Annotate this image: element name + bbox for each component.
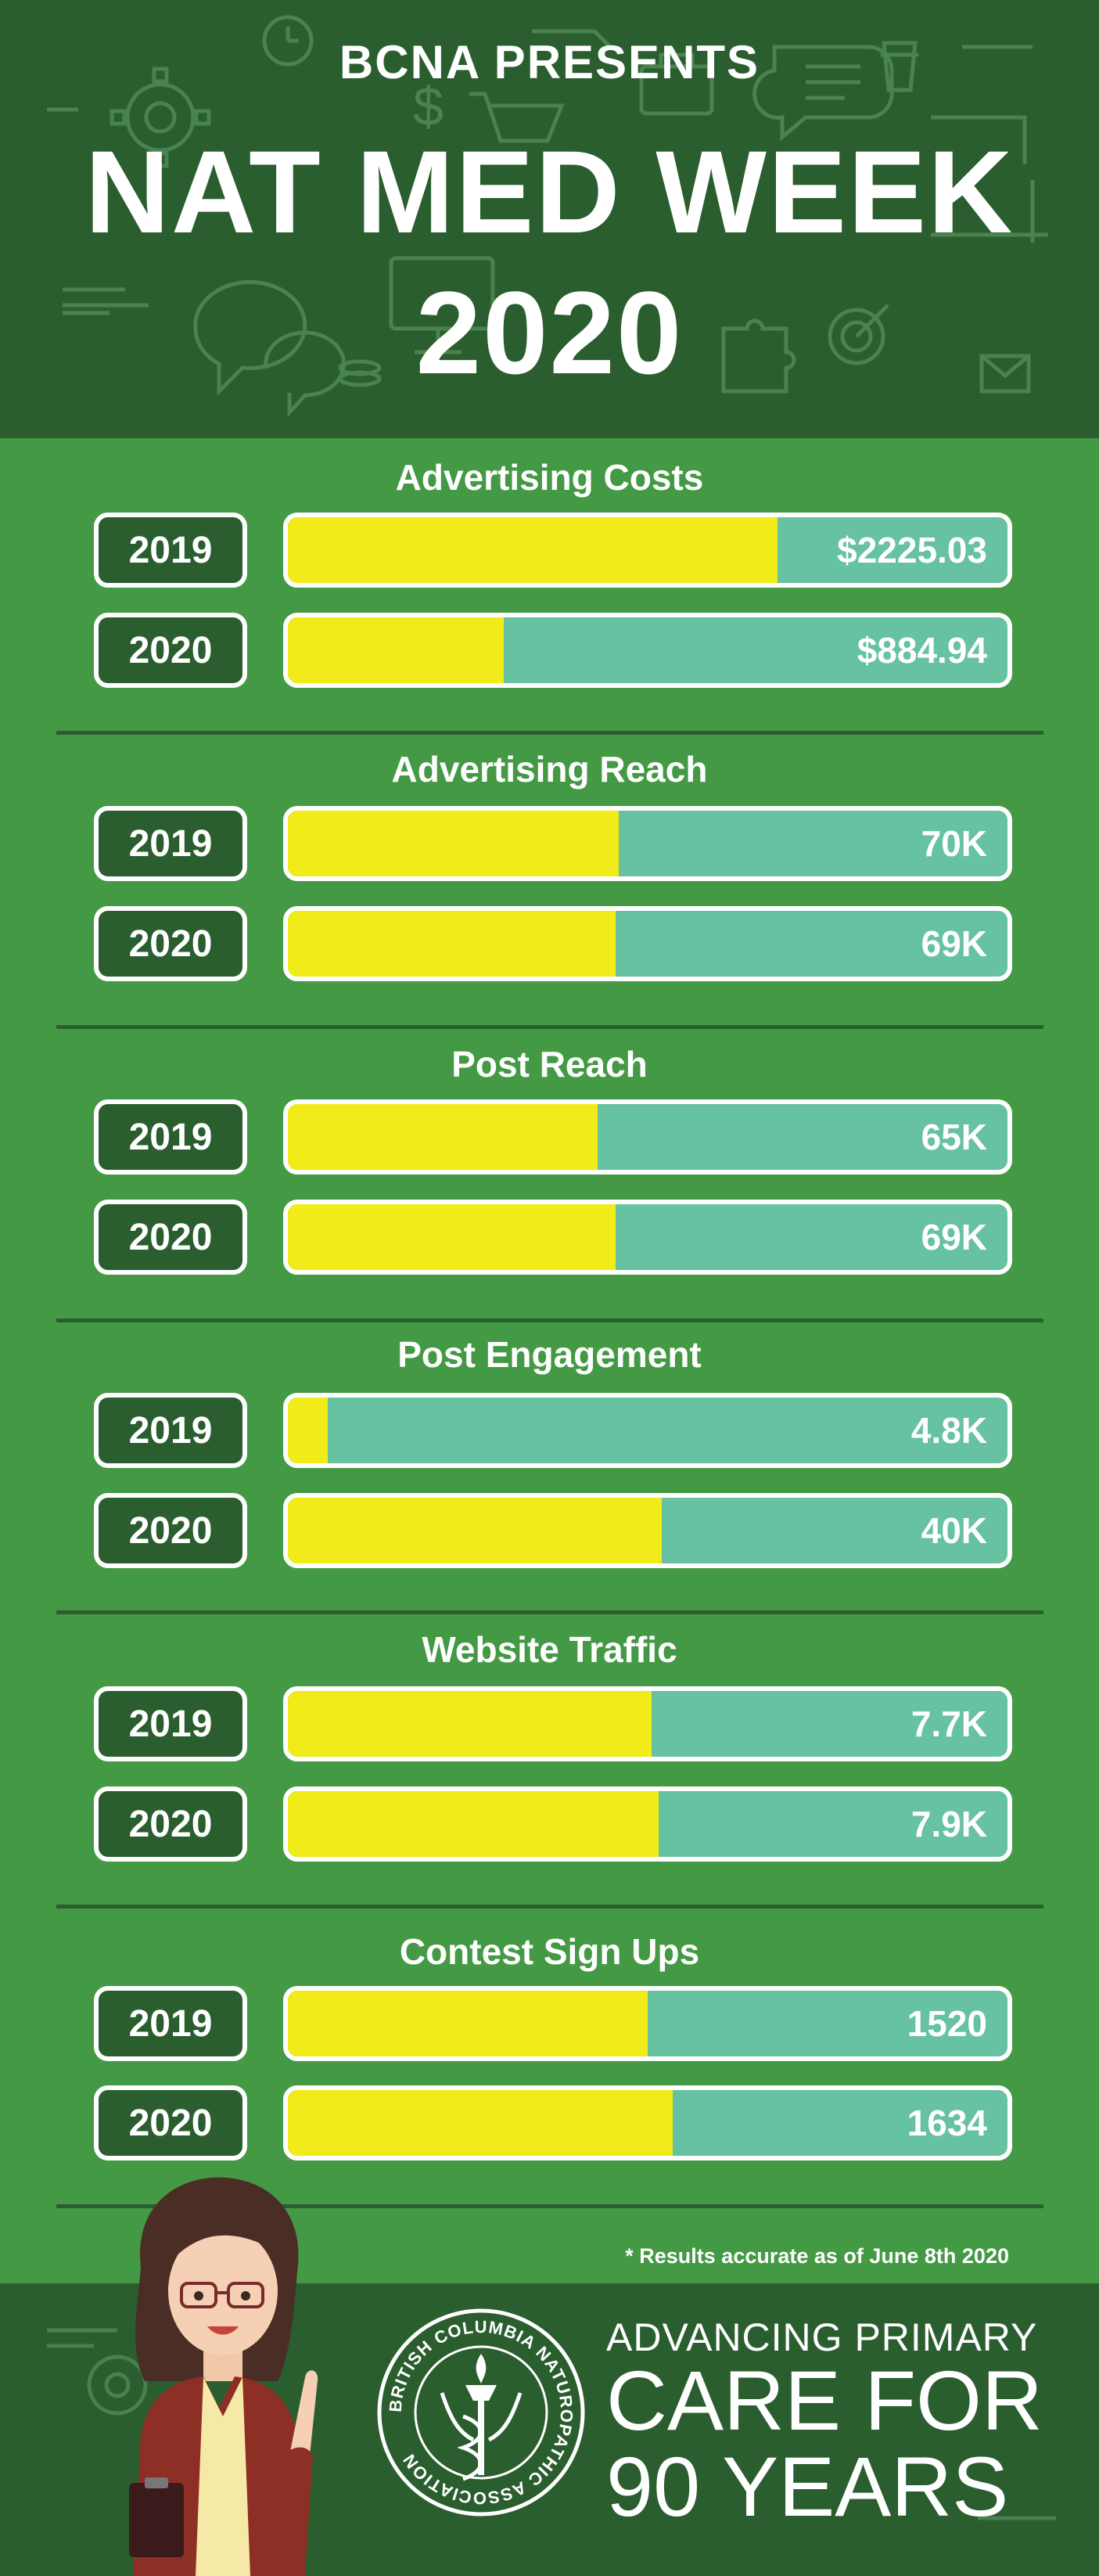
bar-fill bbox=[288, 1398, 328, 1463]
bar-value-label: $884.94 bbox=[857, 630, 987, 671]
year-box: 2020 bbox=[94, 1493, 247, 1568]
bar-track: 40K bbox=[283, 1493, 1012, 1568]
association-seal-logo: BRITISH COLUMBIA NATUROPATHIC ASSOCIATIO… bbox=[377, 2308, 585, 2517]
section-title-post-engagement: Post Engagement bbox=[397, 1334, 702, 1375]
bar-fill bbox=[288, 617, 504, 683]
header-banner: $ bbox=[0, 0, 1099, 438]
bar-fill bbox=[288, 811, 620, 876]
bar-fill bbox=[288, 2090, 673, 2156]
bar-track: 7.9K bbox=[283, 1786, 1012, 1862]
tagline-line-2: CARE FOR bbox=[606, 2353, 1043, 2448]
woman-character-illustration bbox=[129, 2177, 318, 2576]
year-box: 2020 bbox=[94, 613, 247, 688]
bar-value-label: 69K bbox=[921, 1217, 987, 1257]
title-line-2: 2020 bbox=[415, 267, 684, 398]
bar-value-label: 4.8K bbox=[910, 1410, 987, 1451]
section-divider bbox=[56, 1610, 1043, 1614]
gear-icon bbox=[110, 67, 211, 168]
year-box: 2019 bbox=[94, 1986, 247, 2061]
results-footnote: * Results accurate as of June 8th 2020 bbox=[625, 2244, 1009, 2268]
header-doodle-background: $ bbox=[47, 15, 1048, 418]
year-box: 2019 bbox=[94, 1393, 247, 1468]
bar-track: 4.8K bbox=[283, 1393, 1012, 1468]
chat-icon bbox=[193, 280, 307, 397]
clock-icon bbox=[262, 15, 314, 67]
torch-icon bbox=[476, 2354, 487, 2384]
coins-icon bbox=[338, 359, 382, 387]
target-icon bbox=[828, 304, 889, 365]
bar-fill bbox=[288, 1791, 659, 1857]
bar-value-label: $2225.03 bbox=[837, 530, 987, 570]
bar-fill bbox=[288, 911, 616, 977]
bar-track: $884.94 bbox=[283, 613, 1012, 688]
bar-value-label: 7.7K bbox=[910, 1704, 987, 1744]
bar-track: 7.7K bbox=[283, 1686, 1012, 1761]
message-icon bbox=[752, 45, 894, 142]
section-title-post-reach: Post Reach bbox=[451, 1044, 648, 1085]
section-title-website-traffic: Website Traffic bbox=[422, 1629, 677, 1670]
bar-track: 70K bbox=[283, 806, 1012, 881]
year-box: 2019 bbox=[94, 513, 247, 588]
bar-track: 1634 bbox=[283, 2085, 1012, 2160]
section-divider bbox=[56, 1319, 1043, 1322]
title-line-1: NAT MED WEEK bbox=[84, 126, 1015, 257]
monitor-icon bbox=[389, 256, 495, 331]
year-box: 2020 bbox=[94, 1200, 247, 1275]
bar-value-label: 70K bbox=[921, 823, 987, 864]
section-title-advertising-reach: Advertising Reach bbox=[391, 749, 708, 790]
year-box: 2020 bbox=[94, 906, 247, 981]
bar-fill bbox=[288, 1104, 598, 1170]
year-box: 2019 bbox=[94, 1686, 247, 1761]
section-divider bbox=[56, 1905, 1043, 1909]
year-box: 2019 bbox=[94, 806, 247, 881]
bar-value-label: 1634 bbox=[907, 2103, 987, 2143]
tagline-line-1: ADVANCING PRIMARY bbox=[606, 2315, 1038, 2359]
bar-track: $2225.03 bbox=[283, 513, 1012, 588]
bar-fill bbox=[288, 1991, 648, 2056]
bar-track: 1520 bbox=[283, 1986, 1012, 2061]
cart-icon bbox=[469, 92, 565, 143]
section-divider bbox=[56, 731, 1043, 735]
bar-track: 69K bbox=[283, 906, 1012, 981]
section-divider bbox=[56, 1025, 1043, 1029]
year-box: 2020 bbox=[94, 2085, 247, 2160]
gear-icon bbox=[87, 2355, 148, 2416]
bar-value-label: 7.9K bbox=[910, 1804, 987, 1844]
presents-heading: BCNA PRESENTS bbox=[339, 36, 760, 88]
bar-value-label: 1520 bbox=[907, 2003, 987, 2044]
section-divider bbox=[56, 2204, 1043, 2208]
bar-track: 65K bbox=[283, 1099, 1012, 1175]
briefcase-icon bbox=[639, 64, 714, 116]
bar-fill bbox=[288, 1691, 652, 1757]
section-title-advertising-costs: Advertising Costs bbox=[395, 457, 704, 498]
bar-fill bbox=[288, 1498, 663, 1563]
coffee-cup-icon bbox=[881, 41, 918, 92]
bar-value-label: 69K bbox=[921, 923, 987, 964]
bar-value-label: 65K bbox=[921, 1117, 987, 1157]
dollar-icon: $ bbox=[413, 76, 444, 137]
bar-fill bbox=[288, 1204, 616, 1270]
year-box: 2020 bbox=[94, 1786, 247, 1862]
puzzle-icon bbox=[721, 318, 796, 394]
envelope-icon bbox=[979, 354, 1031, 394]
tagline-line-3: 90 YEARS bbox=[606, 2439, 1009, 2534]
bar-value-label: 40K bbox=[921, 1510, 987, 1551]
bar-track: 69K bbox=[283, 1200, 1012, 1275]
bar-fill bbox=[288, 517, 778, 583]
footer-doodle-background bbox=[47, 2328, 1056, 2520]
year-box: 2019 bbox=[94, 1099, 247, 1175]
section-title-contest-sign-ups: Contest Sign Ups bbox=[399, 1931, 700, 1972]
